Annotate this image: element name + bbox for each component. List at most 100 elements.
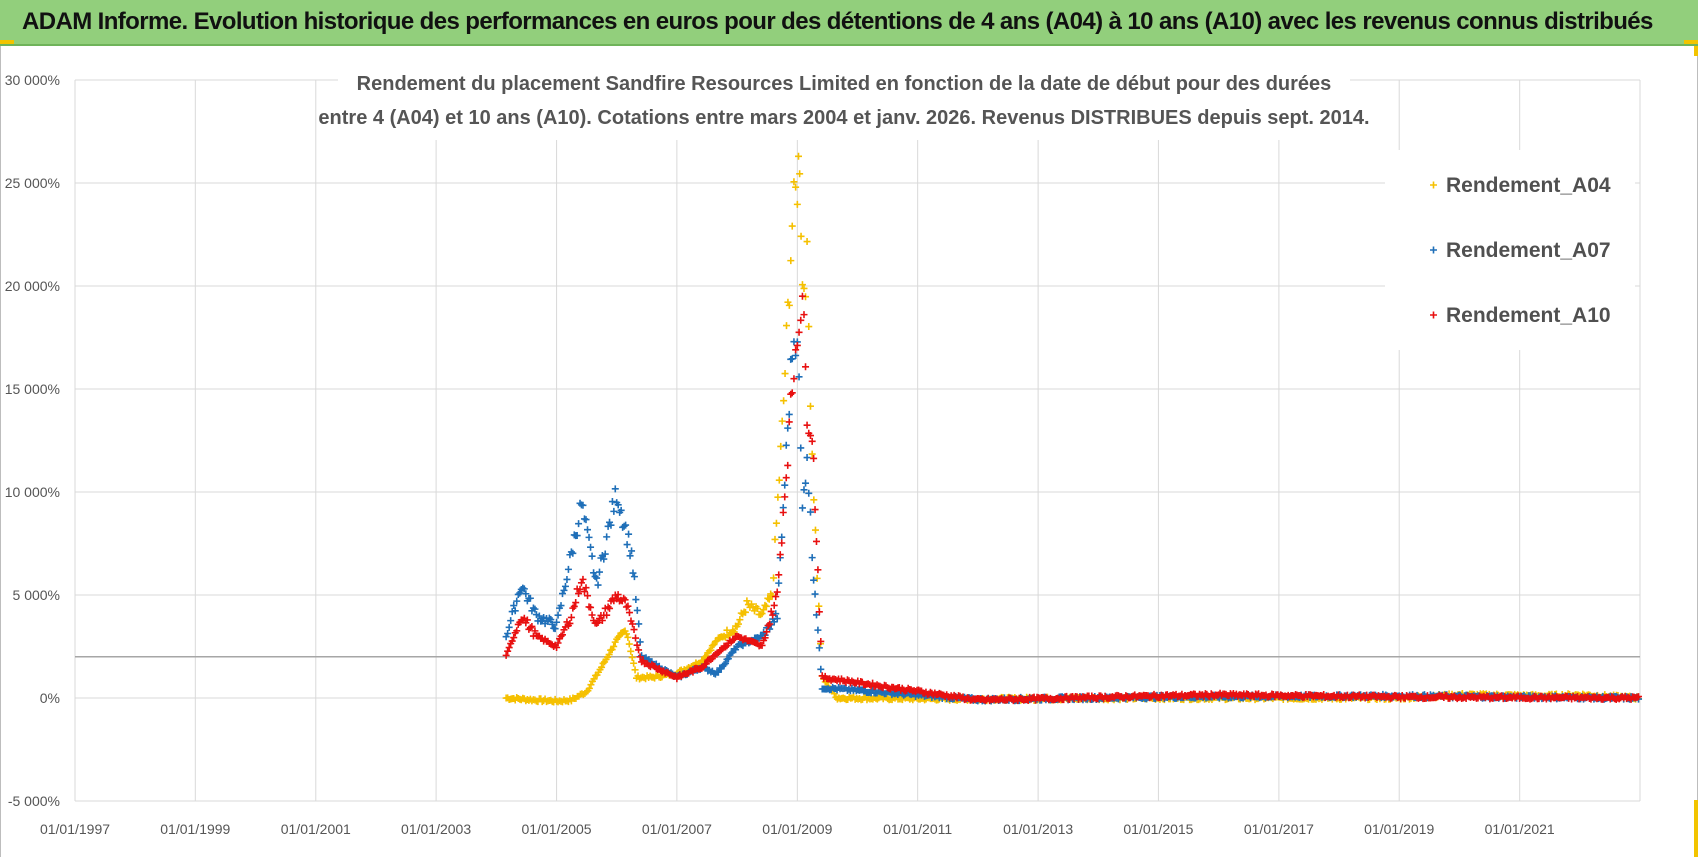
data-point [810, 454, 818, 462]
y-tick-label: 10 000% [5, 484, 60, 500]
data-point [720, 661, 728, 669]
data-point [557, 632, 565, 640]
data-point [714, 668, 722, 676]
data-point [587, 603, 595, 611]
data-point [553, 618, 561, 626]
data-point [553, 643, 561, 651]
data-point [792, 346, 800, 354]
data-point [781, 481, 789, 489]
data-point [502, 651, 510, 659]
data-point [815, 608, 823, 616]
data-point [808, 554, 816, 562]
data-point [788, 355, 796, 363]
data-point [628, 653, 636, 661]
data-point [722, 659, 730, 667]
data-point [502, 633, 510, 641]
legend-marker [1430, 311, 1437, 319]
data-point [630, 626, 638, 634]
data-point [771, 535, 779, 543]
data-point [747, 600, 755, 608]
data-point [778, 417, 786, 425]
legend-marker [1430, 181, 1437, 189]
data-point [595, 568, 603, 576]
data-point [610, 507, 618, 515]
data-point [782, 474, 790, 482]
data-point [796, 170, 804, 178]
data-point [575, 590, 583, 598]
data-point [625, 530, 633, 538]
data-point [632, 596, 640, 604]
data-point [762, 602, 770, 610]
data-point [808, 437, 816, 445]
data-point [584, 526, 592, 534]
data-point [558, 631, 566, 639]
data-point [708, 642, 716, 650]
data-point [563, 575, 571, 583]
data-point [611, 485, 619, 493]
data-point [554, 611, 562, 619]
data-point [764, 594, 772, 602]
data-point [722, 643, 730, 651]
data-point [784, 298, 792, 306]
data-point [514, 590, 522, 598]
data-point [577, 579, 585, 587]
data-point [513, 627, 521, 635]
data-point [776, 551, 784, 559]
data-point [626, 552, 634, 560]
data-point [605, 651, 613, 659]
data-point [689, 668, 697, 676]
chart-title-line-1: Rendement du placement Sandfire Resource… [357, 73, 1332, 95]
data-point [587, 681, 595, 689]
data-point [631, 666, 639, 674]
data-point [761, 634, 769, 642]
data-point [628, 547, 636, 555]
data-point [630, 659, 638, 667]
page-title: ADAM Informe. Evolution historique des p… [22, 8, 1653, 35]
data-point [504, 629, 512, 637]
data-point [785, 301, 793, 309]
data-point [813, 574, 821, 582]
data-point [800, 311, 808, 319]
data-point [630, 573, 638, 581]
data-point [573, 532, 581, 540]
chart-title-background [338, 64, 1350, 140]
header-banner: ADAM Informe. Evolution historique des p… [0, 0, 1698, 46]
data-point [730, 628, 738, 636]
data-point [785, 418, 793, 426]
data-point [507, 617, 515, 625]
x-tick-label: 01/01/2017 [1244, 821, 1314, 837]
data-point [814, 566, 822, 574]
data-point [575, 520, 583, 528]
data-point [572, 599, 580, 607]
series-Rendement_A10 [502, 292, 1643, 705]
data-point [513, 597, 521, 605]
data-point [531, 605, 539, 613]
data-point [784, 424, 792, 432]
data-point [606, 604, 614, 612]
data-point [510, 634, 518, 642]
data-point [775, 571, 783, 579]
data-point [724, 655, 732, 663]
data-point [608, 646, 616, 654]
data-point [635, 620, 643, 628]
data-point [787, 390, 795, 398]
data-point [504, 647, 512, 655]
data-point [769, 611, 777, 619]
data-point [802, 363, 810, 371]
data-point [610, 642, 618, 650]
data-point [810, 576, 818, 584]
data-point [601, 550, 609, 558]
data-point [778, 539, 786, 547]
data-point [545, 614, 553, 622]
chart-legend: Rendement_A04 Rendement_A07 Rendement_A10 [1385, 150, 1635, 350]
data-point [560, 586, 568, 594]
data-point [765, 595, 773, 603]
data-point [707, 656, 715, 664]
data-point [774, 493, 782, 501]
data-point [635, 646, 643, 654]
data-point [805, 323, 813, 331]
data-point [743, 597, 751, 605]
data-point [779, 509, 787, 517]
data-point [797, 444, 805, 452]
